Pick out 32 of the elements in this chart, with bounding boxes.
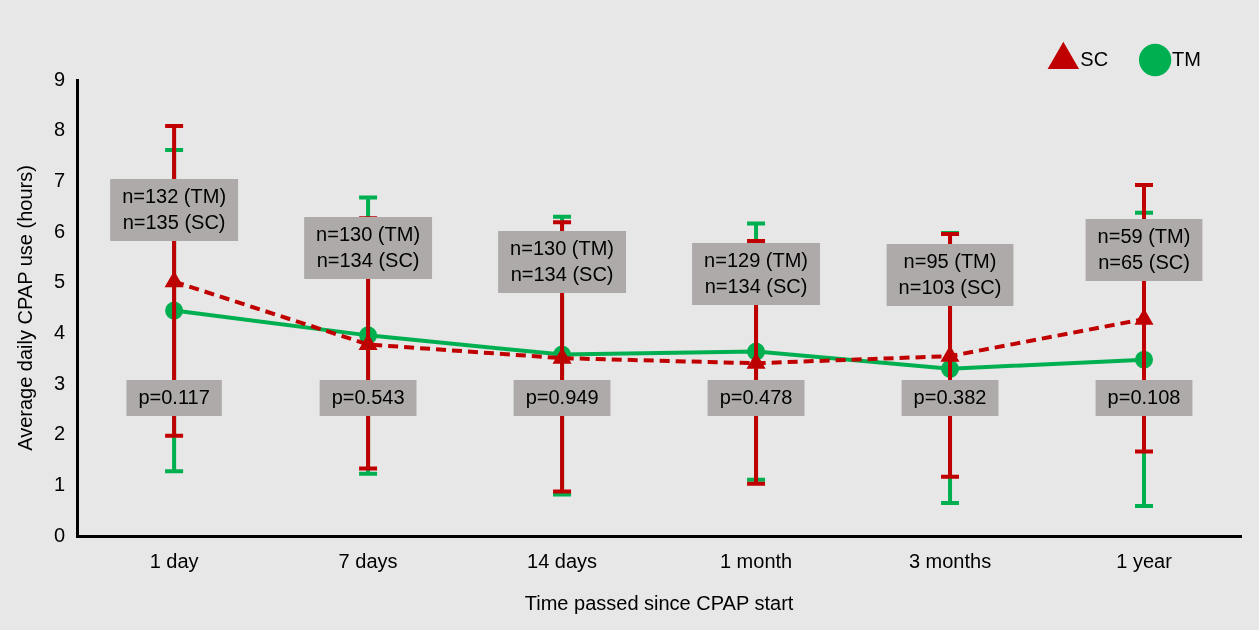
x-tick-label: 14 days xyxy=(527,549,598,572)
y-tick-label: 2 xyxy=(54,422,66,445)
annotation: n=132 (TM) n=135 (SC) xyxy=(122,184,227,233)
annotation: p=0.382 xyxy=(913,385,987,408)
annotation: n=95 (TM) n=103 (SC) xyxy=(898,249,1002,298)
x-tick-label: 1 month xyxy=(719,549,793,572)
annotation: p=0.543 xyxy=(331,385,405,408)
annotation: n=59 (TM) n=65 (SC) xyxy=(1097,224,1191,273)
x-tick-label: 7 days xyxy=(338,549,398,572)
y-tick-label: 8 xyxy=(54,118,66,141)
legend-label: TM xyxy=(1172,47,1202,70)
x-tick-label: 1 day xyxy=(149,549,199,572)
annotation: p=0.117 xyxy=(138,385,210,408)
y-tick-label: 7 xyxy=(54,168,66,191)
y-tick-label: 3 xyxy=(54,371,66,394)
x-axis-title: Time passed since CPAP start xyxy=(524,591,794,614)
y-tick-label: 0 xyxy=(54,523,66,546)
x-tick-label: 1 year xyxy=(1116,549,1173,572)
y-tick-label: 6 xyxy=(54,219,66,242)
annotation: p=0.108 xyxy=(1107,385,1181,408)
annotation: p=0.949 xyxy=(525,385,599,408)
y-axis-title: Average daily CPAP use (hours) xyxy=(13,165,36,451)
annotation: p=0.478 xyxy=(719,385,793,408)
annotation: n=130 (TM) n=134 (SC) xyxy=(510,236,615,285)
y-tick-label: 4 xyxy=(54,320,66,343)
annotation: n=130 (TM) n=134 (SC) xyxy=(316,222,421,271)
y-tick-label: 1 xyxy=(54,472,66,495)
x-tick-label: 3 months xyxy=(908,549,992,572)
y-tick-label: 5 xyxy=(54,270,66,293)
y-tick-label: 9 xyxy=(54,67,66,90)
annotation: n=129 (TM) n=134 (SC) xyxy=(704,248,809,297)
legend-label: SC xyxy=(1080,47,1109,70)
